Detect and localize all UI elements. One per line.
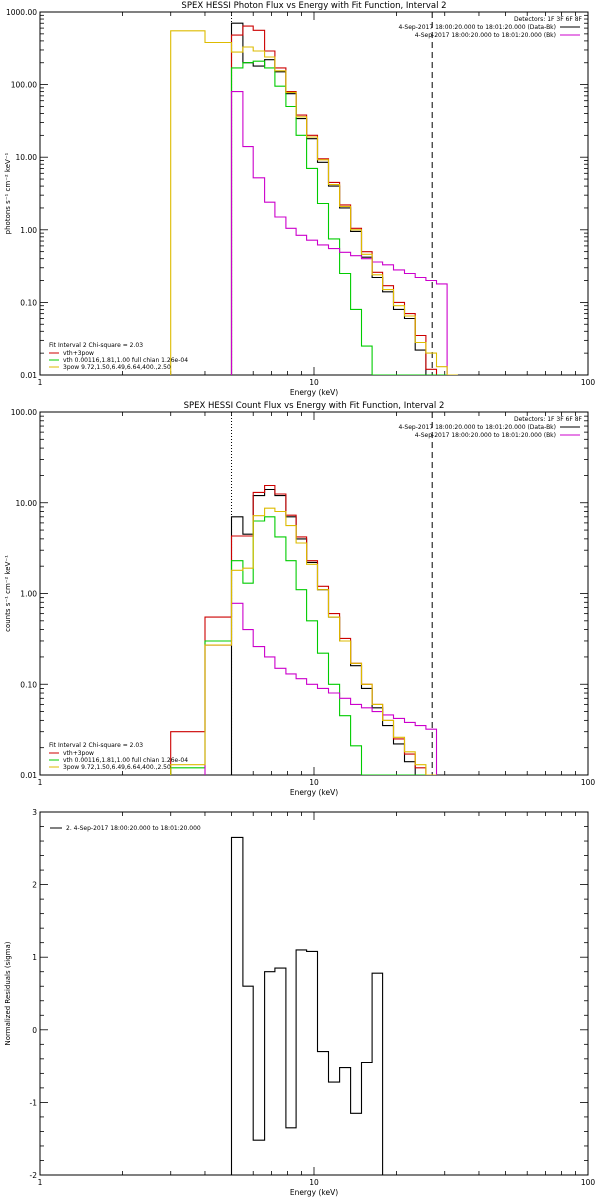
- time-interval-label: 4-Sep-2017 18:00:20.000 to 18:01:20.000 …: [398, 424, 556, 431]
- y-tick-label: -2: [30, 1171, 38, 1180]
- residual-legend-label: 2. 4-Sep-2017 18:00:20.000 to 18:01:20.0…: [66, 825, 201, 832]
- y-tick-label: 0: [32, 1026, 37, 1035]
- chart-panel-3: 1 10 100 -2 -1 0 1 2 3 Energy (keV) Normalized Res…: [4, 808, 595, 1197]
- chart-title: SPEX HESSI Count Flux vs Energy with Fit…: [184, 401, 445, 411]
- y-tick-label: 100.00: [11, 81, 37, 90]
- time-interval-label: 4-Sep-2017 18:00:20.000 to 18:01:20.000 …: [415, 432, 556, 439]
- x-tick-label: 1: [38, 378, 43, 387]
- y-tick-label: 3: [32, 808, 37, 817]
- series-2-histogram: [230, 25, 448, 375]
- detectors-label: Detectors: 1F 3F 6F 8F: [514, 416, 583, 423]
- fit-info-header: Fit Interval 2 Chi-square = 2.03: [49, 742, 143, 749]
- x-axis-label: Energy (keV): [290, 388, 338, 397]
- chart-panel-1: SPEX HESSI Photon Flux vs Energy with Fi…: [4, 1, 595, 397]
- y-tick-label: 1.00: [20, 226, 37, 235]
- plot-frame: [39, 411, 589, 776]
- y-tick-label: 0.10: [20, 680, 37, 689]
- x-tick-label: 10: [309, 378, 319, 387]
- series-3-histogram: [230, 60, 448, 375]
- series-3-histogram: [170, 516, 437, 775]
- y-tick-label: 1: [32, 953, 37, 962]
- chart-panel-2: SPEX HESSI Count Flux vs Energy with Fit…: [4, 401, 595, 797]
- x-tick-label: 100: [581, 378, 596, 387]
- y-tick-label: 10.00: [16, 153, 38, 162]
- series-4-histogram: [230, 91, 448, 375]
- y-tick-label: 100.00: [11, 408, 37, 417]
- y-axis-label: photons s⁻¹ cm⁻² keV⁻¹: [4, 152, 12, 234]
- x-tick-label: 10: [309, 778, 319, 787]
- fit-info-header: Fit Interval 2 Chi-square = 2.03: [49, 342, 143, 349]
- chart-title: SPEX HESSI Photon Flux vs Energy with Fi…: [181, 1, 446, 11]
- series-5-histogram: [170, 30, 458, 375]
- series-1-histogram: [230, 836, 384, 1175]
- y-axis-label: Normalized Residuals (sigma): [4, 941, 12, 1045]
- fit-legend-label: 3pow 9.72,1.50,6.49,6.64,400.,2.50: [63, 764, 171, 771]
- plot-frame: [39, 11, 589, 376]
- x-tick-label: 100: [581, 778, 596, 787]
- fit-legend-label: vth 0.00116,1.81,1.00 full chian 1.26e-0…: [63, 757, 188, 764]
- time-interval-label: 4-Sep-2017 18:00:20.000 to 18:01:20.000 …: [398, 24, 556, 31]
- series-4-histogram: [204, 602, 438, 775]
- plot-area: [170, 12, 458, 375]
- y-tick-label: 0.01: [20, 371, 37, 380]
- fit-legend-label: vth 0.00116,1.81,1.00 full chian 1.26e-0…: [63, 357, 188, 364]
- plot-frame: [39, 811, 589, 1176]
- x-tick-label: 1: [38, 778, 43, 787]
- fit-legend-label: vth+3pow: [63, 750, 94, 757]
- y-axis-label: counts s⁻¹ cm⁻² keV⁻¹: [4, 555, 12, 632]
- x-tick-label: 1: [38, 1178, 43, 1187]
- series-2-histogram: [170, 484, 437, 775]
- fit-legend-label: 3pow 9.72,1.50,6.49,6.64,400.,2.50: [63, 364, 171, 371]
- y-tick-label: 2: [32, 881, 37, 890]
- x-tick-label: 100: [581, 1178, 596, 1187]
- y-tick-label: 0.10: [20, 298, 37, 307]
- y-tick-label: 0.01: [20, 771, 37, 780]
- series-5-histogram: [170, 507, 437, 775]
- y-tick-label: -1: [30, 1098, 38, 1107]
- detectors-label: Detectors: 1F 3F 6F 8F: [514, 16, 583, 23]
- x-axis-label: Energy (keV): [290, 1188, 338, 1197]
- x-axis-label: Energy (keV): [290, 788, 338, 797]
- plot-area: [170, 412, 438, 775]
- x-tick-label: 10: [309, 1178, 319, 1187]
- y-tick-label: 1.00: [20, 590, 37, 599]
- y-tick-label: 1000.00: [6, 8, 37, 17]
- fit-legend-label: vth+3pow: [63, 350, 94, 357]
- y-tick-label: 10.00: [16, 499, 38, 508]
- series-1-histogram: [230, 488, 437, 775]
- plot-area: [230, 836, 384, 1175]
- time-interval-label: 4-Sep-2017 18:00:20.000 to 18:01:20.000 …: [415, 32, 556, 39]
